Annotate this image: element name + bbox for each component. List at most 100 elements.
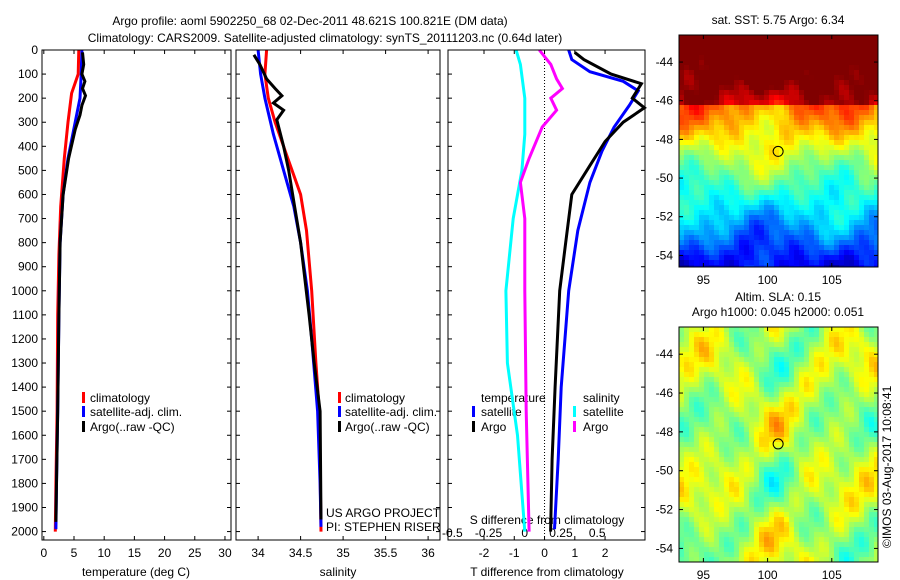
map-cell (789, 95, 794, 100)
map-cell (814, 372, 819, 377)
map-cell (794, 110, 799, 115)
map-cell (794, 497, 799, 502)
map-cell (869, 357, 874, 362)
map-cell (854, 55, 859, 60)
map-cell (699, 40, 704, 45)
map-cell (859, 45, 864, 50)
map-cell (864, 382, 869, 387)
map-cell (789, 487, 794, 492)
map-cell (734, 482, 739, 487)
map-cell (824, 250, 829, 255)
map-cell (784, 432, 789, 437)
map-cell (794, 342, 799, 347)
map-cell (844, 497, 849, 502)
map-cell (769, 327, 774, 332)
map-cell (704, 200, 709, 205)
map-cell (779, 522, 784, 527)
map-cell (874, 255, 878, 260)
map-cell (869, 467, 874, 472)
map-cell (679, 437, 684, 442)
map-cell (719, 100, 724, 105)
map-cell (774, 55, 779, 60)
map-cell (764, 195, 769, 200)
map-cell (789, 492, 794, 497)
map-cell (704, 260, 709, 265)
map-cell (739, 40, 744, 45)
map-cell (724, 260, 729, 265)
map-cell (779, 437, 784, 442)
map-cell (774, 190, 779, 195)
map-cell (814, 140, 819, 145)
map-cell (764, 432, 769, 437)
map-cell (834, 397, 839, 402)
map-cell (689, 502, 694, 507)
map-cell (744, 195, 749, 200)
map-cell (859, 130, 864, 135)
x-tick-label: 95 (697, 273, 711, 287)
map-cell (854, 367, 859, 372)
map-cell (784, 45, 789, 50)
map-cell (819, 40, 824, 45)
map-cell (739, 85, 744, 90)
map-cell (684, 195, 689, 200)
map-cell (794, 205, 799, 210)
map-cell (679, 427, 684, 432)
map-cell (724, 130, 729, 135)
map-cell (749, 557, 754, 562)
map-cell (819, 220, 824, 225)
map-cell (694, 532, 699, 537)
map-cell (759, 332, 764, 337)
x-tick-label: 36 (421, 546, 435, 560)
panel1-legend: climatology satellite-adj. clim. Argo(..… (82, 391, 182, 434)
map-cell (689, 115, 694, 120)
map-cell (779, 542, 784, 547)
map-cell (704, 407, 709, 412)
map-cell (769, 387, 774, 392)
map-cell (834, 140, 839, 145)
map-cell (874, 145, 878, 150)
map-cell (704, 457, 709, 462)
map-cell (689, 492, 694, 497)
map-cell (779, 200, 784, 205)
map-cell (719, 105, 724, 110)
map-cell (794, 160, 799, 165)
map-cell (824, 447, 829, 452)
map-cell (829, 90, 834, 95)
map-cell (814, 367, 819, 372)
map-cell (704, 180, 709, 185)
map-cell (739, 35, 744, 40)
map-cell (779, 332, 784, 337)
map-cell (789, 195, 794, 200)
map-cell (709, 427, 714, 432)
map-cell (689, 55, 694, 60)
map-cell (709, 537, 714, 542)
map-cell (864, 422, 869, 427)
map-cell (839, 377, 844, 382)
map-cell (844, 245, 849, 250)
map-cell (769, 477, 774, 482)
map-cell (869, 432, 874, 437)
map-cell (699, 105, 704, 110)
map-cell (804, 260, 809, 265)
map-cell (704, 215, 709, 220)
map-cell (769, 195, 774, 200)
map-cell (714, 105, 719, 110)
map-cell (679, 462, 684, 467)
map-cell (739, 327, 744, 332)
map-cell (739, 377, 744, 382)
map-cell (839, 352, 844, 357)
map-cell (829, 85, 834, 90)
map-cell (789, 417, 794, 422)
map-cell (779, 472, 784, 477)
map-cell (764, 40, 769, 45)
map-cell (849, 105, 854, 110)
map-cell (854, 412, 859, 417)
credit-text: ©IMOS 03-Aug-2017 10:08:41 (880, 385, 894, 548)
map-cell (719, 467, 724, 472)
map-cell (839, 60, 844, 65)
map-cell (689, 362, 694, 367)
map-cell (754, 220, 759, 225)
map-cell (744, 260, 749, 265)
map-cell (814, 135, 819, 140)
map-cell (724, 482, 729, 487)
